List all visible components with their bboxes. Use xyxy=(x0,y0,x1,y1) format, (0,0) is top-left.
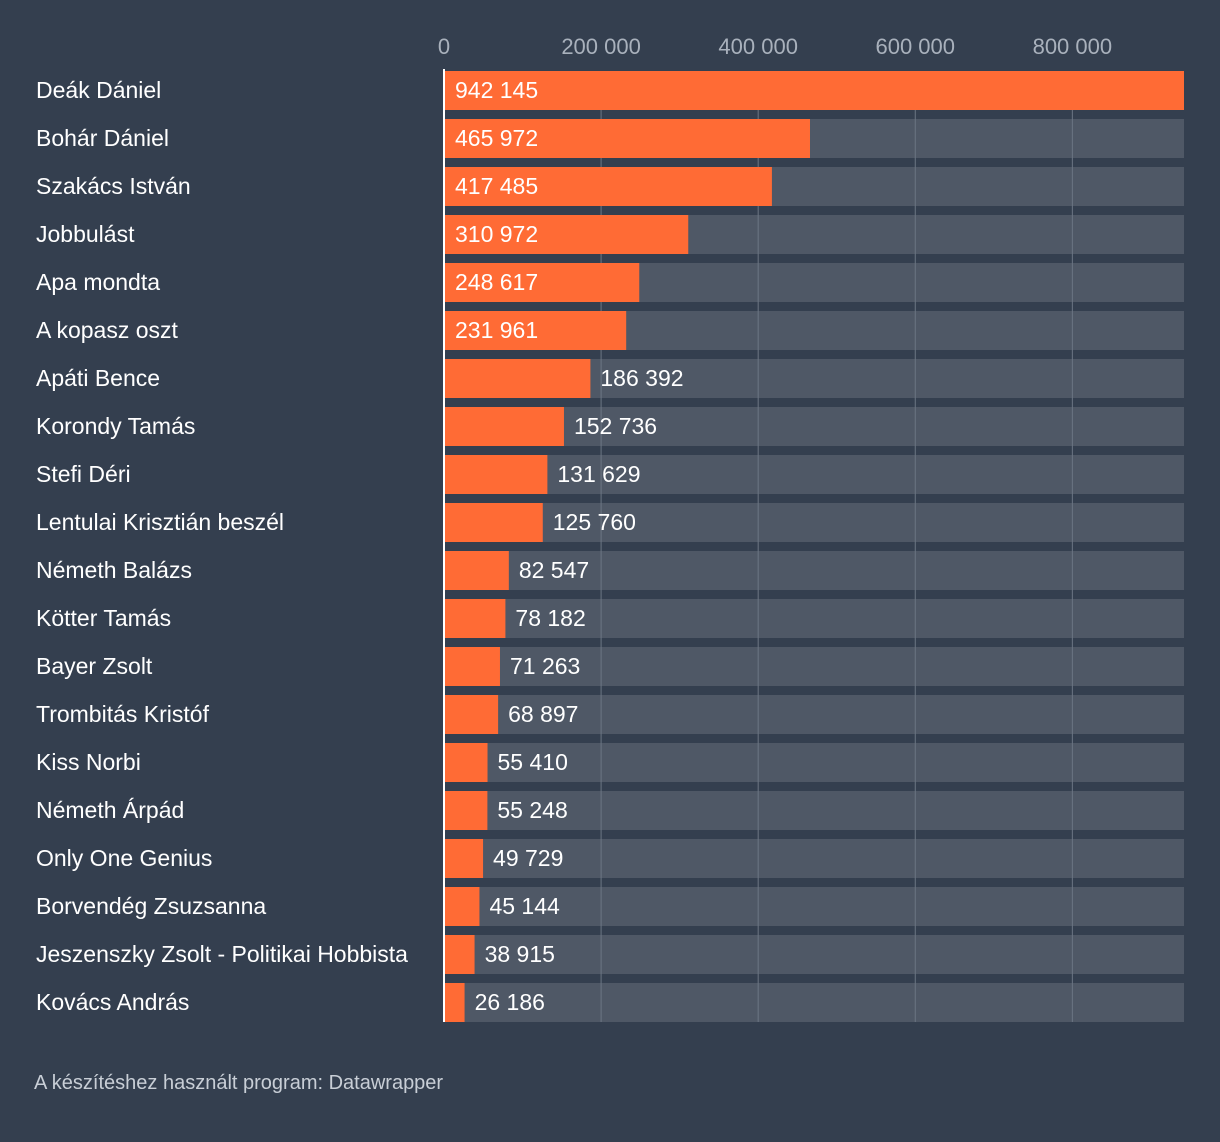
value-label: 231 961 xyxy=(455,317,538,343)
bar xyxy=(444,839,484,878)
bar-track xyxy=(444,599,1184,638)
bar-track xyxy=(444,791,1184,830)
category-label: Deák Dániel xyxy=(36,77,161,103)
bar-track xyxy=(444,455,1184,494)
value-label: 248 617 xyxy=(455,269,538,295)
bar xyxy=(444,359,591,398)
bar xyxy=(444,503,543,542)
category-label: Apáti Bence xyxy=(36,365,160,391)
bar xyxy=(444,935,475,974)
value-label: 942 145 xyxy=(455,77,538,103)
bar-track xyxy=(444,647,1184,686)
category-label: Németh Balázs xyxy=(36,557,192,583)
bar xyxy=(444,71,1184,110)
bar xyxy=(444,407,564,446)
category-label: Szakács István xyxy=(36,173,191,199)
bar xyxy=(444,551,509,590)
value-label: 125 760 xyxy=(553,509,636,535)
value-label: 45 144 xyxy=(489,893,560,919)
bar-track xyxy=(444,503,1184,542)
bar-track xyxy=(444,887,1184,926)
value-label: 38 915 xyxy=(485,941,555,967)
value-label: 82 547 xyxy=(519,557,589,583)
category-label: Lentulai Krisztián beszél xyxy=(36,509,284,535)
value-label: 152 736 xyxy=(574,413,657,439)
category-label: Trombitás Kristóf xyxy=(36,701,210,727)
value-label: 55 410 xyxy=(498,749,568,775)
x-tick-label: 600 000 xyxy=(875,34,955,59)
category-label: Bohár Dániel xyxy=(36,125,169,151)
category-label: Bayer Zsolt xyxy=(36,653,153,679)
value-label: 78 182 xyxy=(515,605,585,631)
value-label: 68 897 xyxy=(508,701,578,727)
bar xyxy=(444,983,465,1022)
x-tick-label: 0 xyxy=(438,34,450,59)
category-label: Németh Árpád xyxy=(36,797,184,823)
bar xyxy=(444,743,488,782)
value-label: 186 392 xyxy=(600,365,683,391)
bar xyxy=(444,311,627,350)
category-label: Borvendég Zsuzsanna xyxy=(36,893,266,919)
value-label: 49 729 xyxy=(493,845,563,871)
category-label: Kovács András xyxy=(36,989,189,1015)
x-tick-label: 400 000 xyxy=(718,34,798,59)
category-label: Stefi Déri xyxy=(36,461,131,487)
category-label: Kötter Tamás xyxy=(36,605,171,631)
category-label: Jeszenszky Zsolt - Politikai Hobbista xyxy=(36,941,408,967)
bar xyxy=(444,263,640,302)
bar xyxy=(444,455,548,494)
bar xyxy=(444,599,506,638)
bar-chart: 0 200 000 400 000 600 000 800 000 Deák Dániel… xyxy=(36,34,1184,1022)
value-label: 71 263 xyxy=(510,653,580,679)
bar-track xyxy=(444,743,1184,782)
x-tick-label: 200 000 xyxy=(561,34,641,59)
bar xyxy=(444,215,689,254)
bar-track xyxy=(444,935,1184,974)
bar xyxy=(444,167,772,206)
value-label: 417 485 xyxy=(455,173,538,199)
bar xyxy=(444,791,488,830)
category-label: A kopasz oszt xyxy=(36,317,179,343)
value-label: 55 248 xyxy=(497,797,567,823)
value-label: 26 186 xyxy=(475,989,545,1015)
bar xyxy=(444,887,480,926)
category-label: Kiss Norbi xyxy=(36,749,141,775)
bar-track xyxy=(444,551,1184,590)
value-label: 131 629 xyxy=(557,461,640,487)
bar-track xyxy=(444,839,1184,878)
bar-track xyxy=(444,695,1184,734)
category-label: Jobbulást xyxy=(36,221,135,247)
value-label: 465 972 xyxy=(455,125,538,151)
category-label: Only One Genius xyxy=(36,845,212,871)
source-note: A készítéshez használt program: Datawrap… xyxy=(34,1072,444,1094)
bar-track xyxy=(444,407,1184,446)
bar xyxy=(444,119,810,158)
bar xyxy=(444,695,499,734)
value-label: 310 972 xyxy=(455,221,538,247)
category-label: Apa mondta xyxy=(36,269,160,295)
x-tick-label: 800 000 xyxy=(1033,34,1113,59)
bar-track xyxy=(444,983,1184,1022)
category-label: Korondy Tamás xyxy=(36,413,195,439)
bar xyxy=(444,647,500,686)
